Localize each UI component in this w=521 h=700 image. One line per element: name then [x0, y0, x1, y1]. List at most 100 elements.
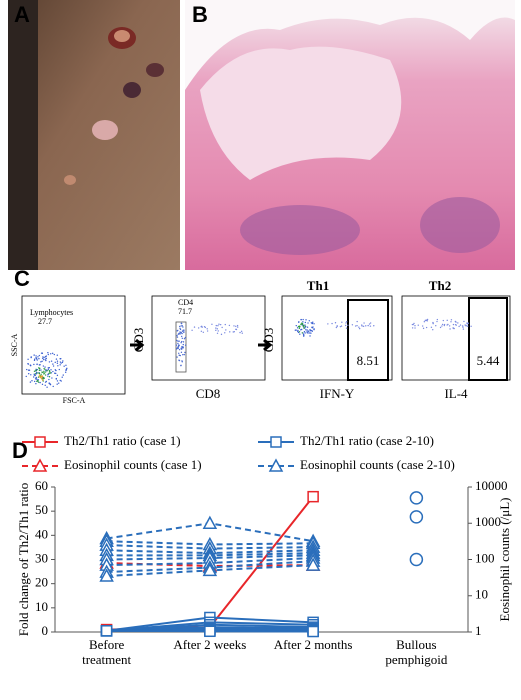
flow-dot — [43, 358, 45, 361]
flow-dot — [426, 320, 429, 322]
flow-dot — [351, 324, 354, 326]
flow-dot — [182, 347, 185, 349]
flow-dot — [436, 320, 438, 323]
flow-dot — [180, 364, 182, 367]
flow-dot — [302, 318, 304, 321]
flow-dot — [183, 329, 185, 331]
flow-dot — [306, 329, 308, 331]
flow-dot — [35, 369, 37, 372]
flow-dot — [36, 378, 38, 381]
flow-dot — [307, 330, 310, 332]
chart: 0 10 20 30 40 50 60 1 10 100 1000 10000 Before treatm… — [16, 433, 512, 667]
flow-dot — [463, 320, 465, 323]
flow-dot — [62, 360, 64, 362]
legend-label: Th2/Th1 ratio (case 2-10) — [300, 433, 434, 448]
flow-dot — [300, 328, 303, 331]
flow-dot — [414, 327, 416, 329]
flow-dot — [60, 362, 62, 364]
flow-dot — [224, 323, 226, 326]
flow-dot — [358, 327, 361, 330]
y2-axis-label: Eosinophil counts (/μL) — [497, 498, 512, 622]
flow-dot — [368, 323, 371, 325]
flow-dot — [300, 318, 302, 321]
flow-dot — [309, 329, 311, 331]
flow-dot — [40, 377, 42, 379]
flow-dot — [470, 325, 472, 327]
flow-dot — [35, 355, 37, 357]
flow-dot — [52, 385, 54, 388]
flow-dot — [310, 332, 312, 334]
flow-dot — [35, 377, 38, 379]
flow-dot — [65, 364, 67, 366]
flow-dot — [41, 375, 44, 377]
flow-dot — [51, 352, 54, 355]
flow-dot — [62, 374, 64, 376]
flow-dot — [39, 381, 41, 384]
flow-dot — [441, 323, 444, 326]
flow-dot — [26, 368, 28, 371]
flow-dot — [302, 324, 305, 327]
flow-dot — [41, 352, 43, 354]
flow-dot — [241, 332, 243, 334]
flow-dot — [216, 332, 219, 334]
flow-dot — [345, 322, 347, 324]
flow-dot — [344, 324, 347, 327]
flow-dot — [422, 327, 425, 330]
flow-dot — [50, 369, 52, 371]
flow-dot — [30, 356, 32, 359]
flow-dot — [58, 368, 60, 371]
flow-dot — [47, 368, 50, 370]
flow-dot — [217, 330, 219, 332]
flow-dot — [436, 318, 439, 321]
flow-dot — [33, 370, 36, 372]
flow-dot — [423, 320, 426, 323]
flow-dot — [181, 332, 183, 335]
flow-dot — [52, 365, 55, 367]
flow-dot — [61, 361, 64, 364]
flow-dot — [34, 373, 37, 375]
flow-dot — [43, 368, 45, 370]
flow-dot — [365, 325, 367, 327]
flow-dot — [215, 329, 217, 332]
flow-dot — [302, 321, 304, 323]
gate-value: 71.7 — [178, 307, 192, 316]
flow-dot — [52, 370, 54, 373]
flow-dot — [369, 322, 372, 324]
flow-dot — [29, 381, 32, 383]
flow-dot — [298, 331, 301, 333]
flow-dot — [27, 372, 30, 375]
flow-dot — [303, 327, 305, 329]
flow-dot — [34, 378, 37, 380]
flow-dot — [179, 333, 181, 335]
flow-dot — [462, 326, 464, 328]
flow-dot — [446, 324, 448, 326]
flow-dot — [450, 321, 452, 323]
flow-dot — [47, 375, 49, 377]
flow-dot — [411, 327, 414, 329]
flow-dot — [412, 323, 414, 326]
flow-dot — [424, 319, 426, 322]
flow-dot — [235, 325, 237, 328]
flow-dot — [466, 325, 469, 327]
y-tick-label: 0 — [42, 623, 49, 638]
flow-dot — [184, 351, 186, 354]
flow-dot — [331, 322, 333, 325]
marker-triangle — [268, 458, 284, 472]
flow-dot — [37, 381, 40, 383]
flow-dot — [236, 326, 239, 328]
flow-dot — [211, 323, 213, 325]
flow-dot — [228, 324, 231, 327]
flow-dot — [175, 348, 178, 350]
flow-dot — [449, 328, 451, 330]
flow-dot — [301, 332, 303, 334]
flow-dot — [367, 324, 369, 327]
flow-dot — [49, 383, 52, 385]
flow-dot — [182, 354, 184, 356]
flow-dot — [61, 376, 63, 378]
y-tick-label: 40 — [35, 526, 48, 541]
flow-dot — [47, 367, 50, 369]
flow-dot — [362, 325, 365, 328]
flow-dot — [219, 323, 222, 326]
marker-square — [307, 490, 319, 503]
flow-dot — [41, 383, 44, 386]
